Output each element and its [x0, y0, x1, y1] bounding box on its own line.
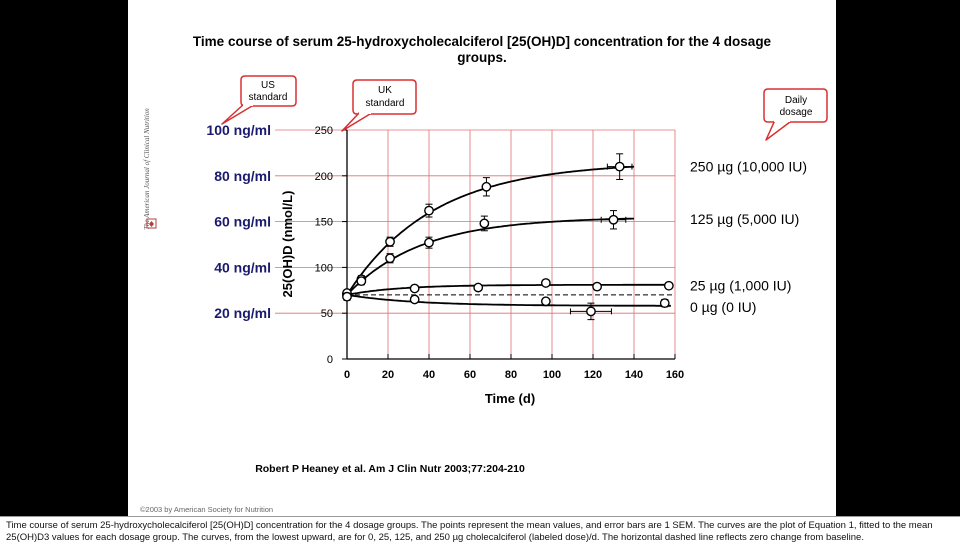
citation: Robert P Heaney et al. Am J Clin Nutr 20…	[255, 463, 525, 475]
callout-uk-line1: UK	[378, 85, 392, 96]
series-label: 0 µg (0 IU)	[690, 299, 756, 315]
data-point	[592, 281, 602, 292]
callout-dosage-line2: dosage	[780, 107, 813, 118]
data-point	[481, 181, 492, 192]
data-point	[409, 294, 420, 305]
data-point	[614, 161, 625, 172]
data-point	[473, 282, 484, 293]
data-point	[479, 218, 490, 229]
series-label: 25 µg (1,000 IU)	[690, 278, 791, 294]
x-axis-label: Time (d)	[485, 391, 535, 406]
callout-dosage-line1: Daily	[785, 95, 807, 106]
x-tick-label: 20	[382, 369, 394, 381]
callout-daily-dosage: Daily dosage	[763, 88, 828, 141]
ngml-label: 100 ng/ml	[206, 122, 271, 138]
series-curve	[346, 294, 671, 307]
x-tick-label: 60	[464, 369, 476, 381]
data-point	[540, 278, 551, 288]
data-point	[586, 306, 596, 317]
chart-title-line2: groups.	[457, 50, 507, 65]
data-point	[424, 237, 434, 248]
y-tick-label: 200	[315, 171, 333, 183]
figure-caption: Time course of serum 25-hydroxycholecalc…	[0, 516, 960, 547]
ngml-label: 60 ng/ml	[214, 214, 271, 230]
ngml-label: 80 ng/ml	[214, 168, 271, 184]
y-axis-label: 25(OH)D (nmol/L)	[280, 191, 295, 298]
y-tick-label: 50	[321, 308, 333, 320]
x-tick-label: 160	[666, 369, 684, 381]
y-tick-label: 0	[327, 354, 333, 366]
data-point	[342, 291, 352, 302]
y-tick-label: 250	[315, 125, 333, 137]
data-point	[608, 214, 619, 225]
y-tick-label: 100	[315, 262, 333, 274]
ngml-label: 40 ng/ml	[214, 259, 271, 275]
data-point	[385, 253, 395, 264]
x-tick-label: 40	[423, 369, 435, 381]
callout-us-line2: standard	[249, 92, 288, 103]
chart-title-line1: Time course of serum 25-hydroxycholecalc…	[193, 34, 772, 49]
data-point	[385, 236, 395, 247]
data-point	[663, 280, 674, 291]
x-tick-label: 100	[543, 369, 561, 381]
caption-line2: 25(OH)D3 values for each dosage group. T…	[6, 532, 864, 543]
callout-us-standard: US standard	[221, 75, 297, 125]
series-curve	[346, 283, 671, 296]
journal-logo-icon	[146, 218, 157, 229]
copyright: ©2003 by American Society for Nutrition	[140, 505, 273, 514]
caption-line1: Time course of serum 25-hydroxycholecalc…	[6, 520, 933, 531]
y-tick-label: 150	[315, 217, 333, 229]
series-label: 250 µg (10,000 IU)	[690, 159, 807, 175]
x-tick-label: 0	[344, 369, 350, 381]
data-point	[356, 276, 367, 287]
data-point	[540, 296, 551, 307]
data-point	[409, 283, 420, 294]
data-point	[659, 298, 670, 309]
callout-us-line1: US	[261, 80, 275, 91]
chart: Time course of serum 25-hydroxycholecalc…	[140, 34, 828, 514]
series-label: 125 µg (5,000 IU)	[690, 211, 799, 227]
callout-uk-line2: standard	[366, 98, 405, 109]
x-tick-label: 80	[505, 369, 517, 381]
x-tick-label: 140	[625, 369, 643, 381]
ngml-label: 20 ng/ml	[214, 305, 271, 321]
callout-uk-standard: UK standard	[341, 79, 417, 132]
data-point	[424, 205, 434, 216]
x-tick-label: 120	[584, 369, 602, 381]
